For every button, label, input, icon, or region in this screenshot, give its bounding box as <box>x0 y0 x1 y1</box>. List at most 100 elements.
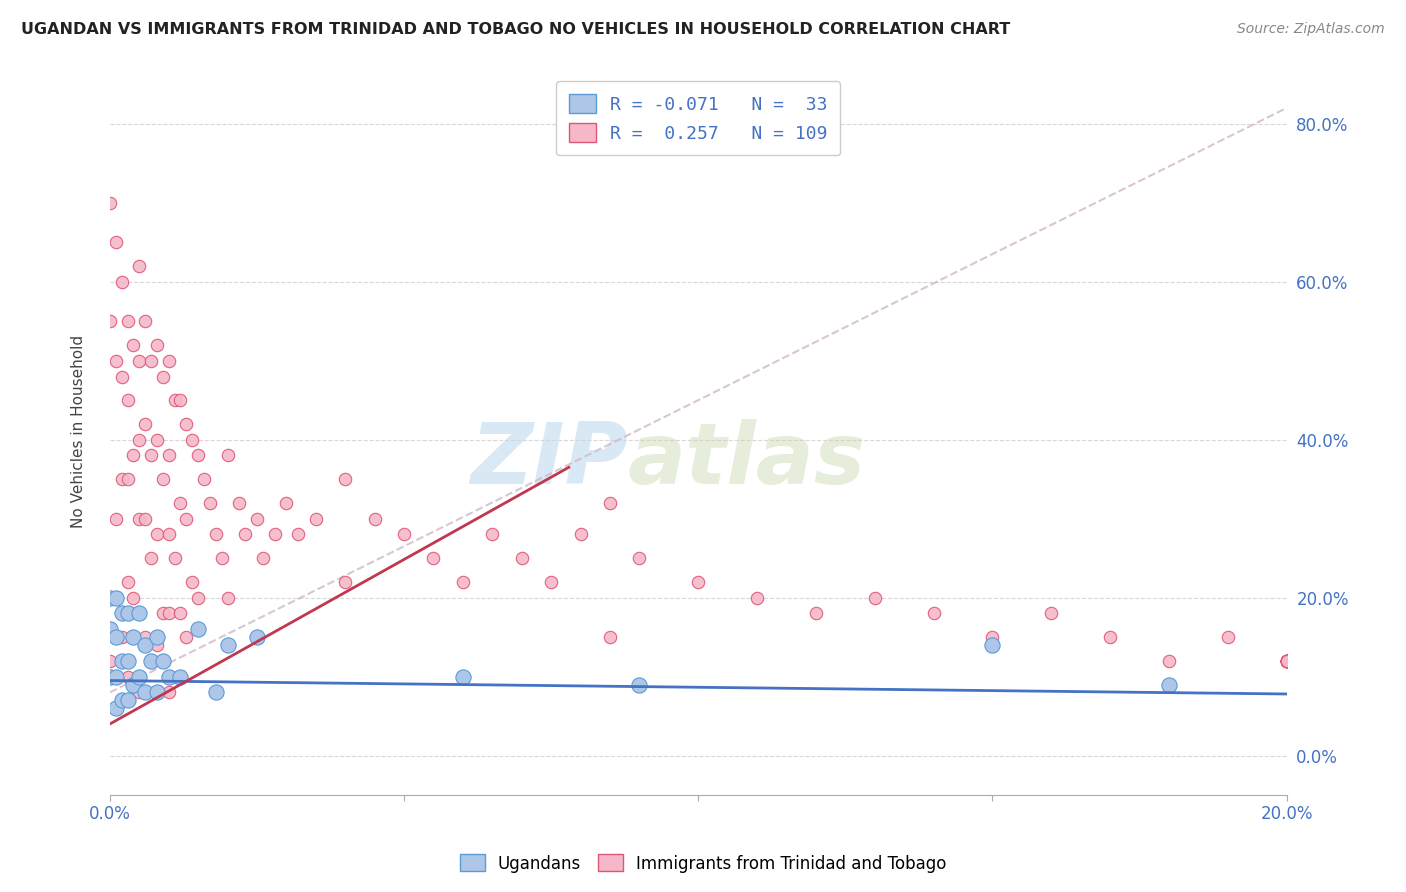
Point <box>110 630 132 644</box>
Point <box>217 449 239 463</box>
Point <box>122 449 145 463</box>
Point <box>122 591 145 605</box>
Point <box>104 701 127 715</box>
Point <box>128 607 150 621</box>
Point <box>117 472 139 486</box>
Point <box>146 338 169 352</box>
Point <box>263 527 285 541</box>
Point <box>176 417 198 431</box>
Point <box>628 551 651 566</box>
Legend: R = -0.071   N =  33, R =  0.257   N = 109: R = -0.071 N = 33, R = 0.257 N = 109 <box>555 81 841 155</box>
Point <box>228 496 250 510</box>
Point <box>1275 654 1298 668</box>
Point <box>688 574 710 589</box>
Point <box>146 527 169 541</box>
Text: atlas: atlas <box>627 419 866 502</box>
Point <box>176 630 198 644</box>
Point <box>1275 654 1298 668</box>
Point <box>110 369 132 384</box>
Point <box>98 314 121 328</box>
Point <box>204 685 226 699</box>
Point <box>157 449 180 463</box>
Point <box>146 638 169 652</box>
Point <box>128 685 150 699</box>
Point <box>217 638 239 652</box>
Text: ZIP: ZIP <box>470 419 627 502</box>
Point <box>922 607 945 621</box>
Point <box>335 574 357 589</box>
Point <box>204 527 226 541</box>
Point <box>981 630 1004 644</box>
Point <box>104 670 127 684</box>
Point <box>217 591 239 605</box>
Point <box>152 654 174 668</box>
Point <box>157 607 180 621</box>
Point <box>1275 654 1298 668</box>
Point <box>134 417 156 431</box>
Point <box>134 511 156 525</box>
Point <box>134 685 156 699</box>
Point <box>169 496 191 510</box>
Point <box>510 551 533 566</box>
Point <box>98 195 121 210</box>
Point <box>187 449 209 463</box>
Point <box>152 369 174 384</box>
Point <box>152 607 174 621</box>
Point <box>540 574 562 589</box>
Point <box>198 496 221 510</box>
Point <box>804 607 827 621</box>
Point <box>122 677 145 691</box>
Point <box>392 527 415 541</box>
Point <box>246 511 269 525</box>
Point <box>157 670 180 684</box>
Point <box>134 630 156 644</box>
Point <box>104 511 127 525</box>
Point <box>128 353 150 368</box>
Point <box>287 527 309 541</box>
Point <box>451 670 474 684</box>
Legend: Ugandans, Immigrants from Trinidad and Tobago: Ugandans, Immigrants from Trinidad and T… <box>453 847 953 880</box>
Point <box>1275 654 1298 668</box>
Point <box>169 670 191 684</box>
Y-axis label: No Vehicles in Household: No Vehicles in Household <box>72 335 86 528</box>
Point <box>104 630 127 644</box>
Point <box>211 551 233 566</box>
Point <box>628 677 651 691</box>
Point <box>1275 654 1298 668</box>
Point <box>1275 654 1298 668</box>
Point <box>233 527 256 541</box>
Point <box>110 654 132 668</box>
Point <box>1275 654 1298 668</box>
Point <box>117 574 139 589</box>
Point <box>128 433 150 447</box>
Point <box>181 433 204 447</box>
Point <box>128 511 150 525</box>
Point <box>1157 654 1180 668</box>
Point <box>134 314 156 328</box>
Point <box>104 591 127 605</box>
Point <box>128 607 150 621</box>
Point <box>193 472 215 486</box>
Point <box>599 496 621 510</box>
Point <box>276 496 298 510</box>
Point <box>146 433 169 447</box>
Point <box>1275 654 1298 668</box>
Point <box>104 353 127 368</box>
Point <box>157 353 180 368</box>
Point <box>98 622 121 636</box>
Point <box>117 670 139 684</box>
Point <box>117 393 139 408</box>
Point <box>305 511 328 525</box>
Point <box>139 551 162 566</box>
Point <box>139 449 162 463</box>
Point <box>1157 677 1180 691</box>
Point <box>110 693 132 707</box>
Point <box>363 511 385 525</box>
Point <box>98 654 121 668</box>
Point <box>110 607 132 621</box>
Point <box>451 574 474 589</box>
Point <box>122 338 145 352</box>
Point <box>1275 654 1298 668</box>
Point <box>117 693 139 707</box>
Point <box>117 314 139 328</box>
